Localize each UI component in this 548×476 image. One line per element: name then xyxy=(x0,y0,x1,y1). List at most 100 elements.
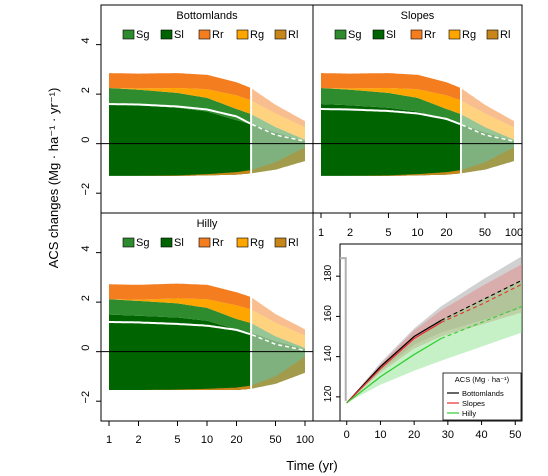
y-tick-label: 2 xyxy=(80,87,92,93)
mean-line xyxy=(321,108,461,126)
area-rg-projected xyxy=(252,101,305,140)
legend-swatch-sl xyxy=(160,237,173,248)
mean-line xyxy=(108,103,251,125)
legend-label-rg: Rg xyxy=(250,237,264,249)
legend-swatch-rl xyxy=(274,237,287,248)
inset-legend-label-slopes: Slopes xyxy=(462,399,485,408)
legend-label-rl: Rl xyxy=(288,237,298,249)
area-sl xyxy=(109,314,251,352)
area-sl-negative xyxy=(109,143,251,176)
y-tick-label: 0 xyxy=(80,345,92,351)
area-rr xyxy=(321,73,460,101)
inset-legend-title: ACS (Mg · ha⁻¹) xyxy=(455,375,510,384)
panel-bottomlands: Bottomlands Sg Sl Rr Rg Rl 4 2 0 −2 xyxy=(80,4,314,214)
y-tick-label: 2 xyxy=(80,295,92,301)
area-sg-projected xyxy=(461,114,514,142)
line-slopes-projected xyxy=(440,283,523,323)
legend-swatch-rl xyxy=(486,29,499,40)
initial-stock-line xyxy=(340,257,347,401)
inset-y-tick-label: 160 xyxy=(323,305,334,322)
inset-x-tick-label: 10 xyxy=(374,429,386,441)
area-sl-projected xyxy=(461,124,514,144)
band-hilly xyxy=(346,280,522,403)
line-hilly xyxy=(346,337,442,404)
inset-y-tick-label: 120 xyxy=(323,385,334,402)
area-rr xyxy=(109,283,251,310)
top-x-tick-label: 50 xyxy=(479,227,491,239)
area-rr-projected xyxy=(461,88,514,128)
mean-line-projected xyxy=(461,124,515,142)
area-sl-negative xyxy=(321,143,460,176)
area-sg-projected xyxy=(252,323,305,350)
y-tick-label: 4 xyxy=(80,38,92,44)
inset-x-tick-label: 40 xyxy=(475,429,487,441)
x-tick-label: 50 xyxy=(269,434,281,446)
top-x-tick-label: 20 xyxy=(440,227,452,239)
legend-label-rg: Rg xyxy=(250,29,264,41)
legend-swatch-sg xyxy=(122,29,135,40)
inset-x-tick-label: 50 xyxy=(509,429,521,441)
top-x-tick-label: 2 xyxy=(347,227,353,239)
inset-y-tick-label: 180 xyxy=(323,264,334,281)
legend-swatch-rl xyxy=(274,29,287,40)
panel-slopes: Slopes Sg Sl Rr Rg Rl xyxy=(312,4,523,214)
inset-legend-label-bottomlands: Bottomlands xyxy=(462,389,504,398)
y-tick-label: 4 xyxy=(80,246,92,252)
area-rl xyxy=(109,170,251,176)
area-rl-projected xyxy=(461,147,514,174)
x-axis-label: Time (yr) xyxy=(286,458,338,473)
inset-legend-box xyxy=(442,372,522,421)
legend-swatch-sl xyxy=(372,29,385,40)
area-sg-projected xyxy=(252,114,305,142)
y-tick-label: 0 xyxy=(80,137,92,143)
top-x-tick-label: 5 xyxy=(385,227,391,239)
line-hilly-projected xyxy=(440,305,523,340)
area-rr xyxy=(109,73,251,101)
x-tick-label: 100 xyxy=(296,434,314,446)
inset-plot-frame xyxy=(339,243,523,422)
band-slopes xyxy=(346,264,522,403)
line-bottomlands-projected xyxy=(440,279,523,321)
legend-label-sg: Sg xyxy=(348,29,361,41)
legend-label-sl: Sl xyxy=(174,29,184,41)
area-sg xyxy=(321,88,460,124)
mean-line xyxy=(109,321,251,336)
inset-y-tick-label: 140 xyxy=(323,345,334,362)
x-tick-label: 10 xyxy=(201,434,213,446)
legend-label-rr: Rr xyxy=(212,29,224,41)
legend-label-sl: Sl xyxy=(386,29,396,41)
legend-swatch-rg xyxy=(236,237,249,248)
area-rr-projected xyxy=(252,297,305,336)
area-rg-projected xyxy=(461,101,514,140)
area-sl-negative xyxy=(109,351,251,390)
legend-swatch-sg xyxy=(122,237,135,248)
mean-line-projected xyxy=(251,123,306,142)
top-x-tick-label: 10 xyxy=(411,227,423,239)
legend-label-sg: Sg xyxy=(136,29,149,41)
legend-label-sg: Sg xyxy=(136,237,149,249)
area-rg xyxy=(321,88,460,114)
area-rl-projected xyxy=(252,147,305,174)
band-bottomlands xyxy=(346,256,522,403)
mean-line-projected xyxy=(251,334,306,352)
x-tick-label: 20 xyxy=(230,434,242,446)
panel-stock-inset: 1 2 5 10 20 50 100 120 140 160 180 0 10 20 30 40 50 ACS (… xyxy=(312,212,523,441)
area-rr-projected xyxy=(252,88,305,128)
inset-x-tick-label: 0 xyxy=(344,429,350,441)
y-tick-label: −2 xyxy=(80,391,92,404)
area-sl xyxy=(109,104,251,144)
legend-label-rl: Rl xyxy=(288,29,298,41)
legend-swatch-rg xyxy=(448,29,461,40)
legend-label-rr: Rr xyxy=(212,237,224,249)
area-rg xyxy=(109,88,251,114)
area-rg-projected xyxy=(252,310,305,348)
panel-title: Slopes xyxy=(401,10,435,22)
y-axis-label: ACS changes (Mg · ha⁻¹ · yr⁻¹) xyxy=(46,88,61,269)
legend-swatch-rr xyxy=(410,29,423,40)
legend-swatch-sg xyxy=(334,29,347,40)
panel-title: Bottomlands xyxy=(176,10,238,22)
x-tick-label: 2 xyxy=(135,434,141,446)
legend-swatch-sl xyxy=(160,29,173,40)
